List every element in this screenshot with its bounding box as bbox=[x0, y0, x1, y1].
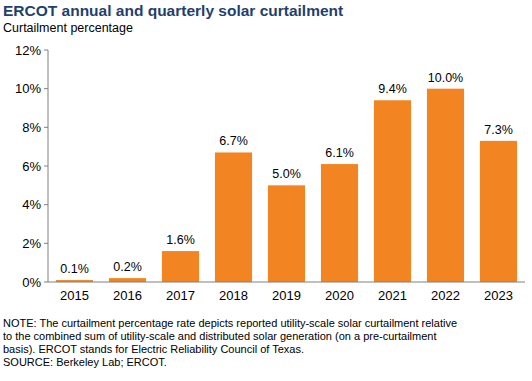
x-tick-label: 2018 bbox=[219, 288, 248, 303]
y-tick-label: 4% bbox=[22, 197, 41, 212]
data-label: 6.7% bbox=[219, 134, 248, 148]
data-label: 6.1% bbox=[325, 146, 354, 160]
y-axis bbox=[48, 50, 49, 282]
note: NOTE: The curtailment percentage rate de… bbox=[3, 317, 457, 329]
y-tick bbox=[44, 204, 48, 205]
bar bbox=[321, 164, 358, 282]
y-tick bbox=[44, 88, 48, 89]
source: SOURCE: Berkeley Lab; ERCOT. bbox=[3, 356, 167, 368]
data-label: 5.0% bbox=[272, 167, 301, 181]
y-tick bbox=[44, 166, 48, 167]
title: ERCOT annual and quarterly solar curtail… bbox=[3, 2, 343, 19]
x-tick-label: 2020 bbox=[325, 288, 354, 303]
x-tick-label: 2015 bbox=[60, 288, 89, 303]
data-label: 1.6% bbox=[166, 233, 195, 247]
x-tick-label: 2022 bbox=[431, 288, 460, 303]
x-axis bbox=[48, 282, 525, 283]
bar bbox=[109, 278, 146, 282]
y-tick-label: 10% bbox=[15, 81, 41, 96]
x-tick-label: 2017 bbox=[166, 288, 195, 303]
data-label: 7.3% bbox=[484, 123, 513, 137]
bar bbox=[480, 141, 517, 282]
note: to the combined sum of utility-scale and… bbox=[3, 330, 437, 342]
x-tick-label: 2021 bbox=[378, 288, 407, 303]
data-label: 10.0% bbox=[428, 71, 463, 85]
bar bbox=[268, 185, 305, 282]
y-tick-label: 6% bbox=[22, 159, 41, 174]
y-tick bbox=[44, 127, 48, 128]
subtitle: Curtailment percentage bbox=[3, 21, 133, 35]
bar bbox=[162, 251, 199, 282]
bars bbox=[56, 89, 517, 282]
data-label: 0.1% bbox=[60, 262, 89, 276]
y-tick bbox=[44, 243, 48, 244]
x-tick-label: 2016 bbox=[113, 288, 142, 303]
y-tick-label: 12% bbox=[15, 43, 41, 58]
x-tick-label: 2023 bbox=[484, 288, 513, 303]
note: basis). ERCOT stands for Electric Reliab… bbox=[3, 343, 304, 355]
y-tick bbox=[44, 282, 48, 283]
y-tick-label: 8% bbox=[22, 120, 41, 135]
x-tick-label: 2019 bbox=[272, 288, 301, 303]
y-tick bbox=[44, 50, 48, 51]
data-label: 9.4% bbox=[378, 82, 407, 96]
y-tick-label: 2% bbox=[22, 236, 41, 251]
data-label: 0.2% bbox=[113, 260, 142, 274]
y-tick-label: 0% bbox=[22, 275, 41, 290]
chart: ERCOT annual and quarterly solar curtail… bbox=[0, 0, 532, 381]
bar bbox=[215, 152, 252, 282]
bar bbox=[374, 100, 411, 282]
bar bbox=[427, 89, 464, 282]
